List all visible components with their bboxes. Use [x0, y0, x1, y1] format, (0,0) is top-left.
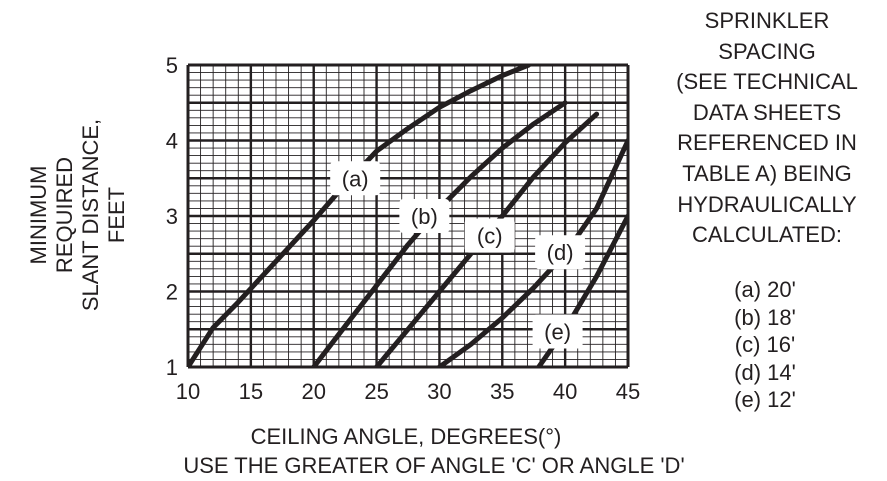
- x-axis-title: CEILING ANGLE, DEGREES(°): [251, 424, 562, 449]
- legend-title: SPRINKLER SPACING (SEE TECHNICAL DATA SH…: [652, 6, 882, 251]
- x-tick-label: 10: [176, 379, 200, 404]
- x-tick-label: 30: [427, 379, 451, 404]
- y-axis-title: MINIMUM REQUIRED SLANT DISTANCE, FEET: [26, 119, 129, 311]
- legend-title-line: DATA SHEETS: [692, 99, 842, 125]
- curve-labels: (a) (b) (c) (d) (e): [330, 161, 586, 349]
- legend-item-a: (a) 20': [734, 277, 796, 302]
- series-label-bg: [399, 199, 450, 233]
- series-label-bg: [532, 314, 583, 349]
- y-axis-title-line-3: SLANT DISTANCE,: [78, 119, 103, 311]
- series-label-d: (d): [547, 240, 574, 265]
- series-label-bg: [464, 218, 515, 253]
- y-tick-label: 1: [166, 355, 178, 380]
- y-axis-title-line-4: FEET: [104, 187, 129, 243]
- legend-item-d: (d) 14': [734, 359, 796, 385]
- legend-title-line: TABLE A) BEING: [682, 160, 852, 186]
- y-tick-label: 3: [166, 204, 178, 229]
- legend-title-line: REFERENCED IN: [677, 130, 857, 156]
- legend-title-line: HYDRAULICALLY: [677, 191, 857, 217]
- legend-items: (a) 20' (b) 18' (c) 16' (d) 14' (e) 12': [680, 276, 850, 414]
- y-tick-label: 4: [166, 129, 178, 154]
- legend-item-e: (e) 12': [734, 387, 796, 412]
- x-tick-labels: 10 15 20 25 30 35 40 45: [176, 379, 640, 404]
- series-label-bg: [330, 161, 381, 196]
- series-label-bg: [535, 235, 586, 270]
- legend-title-line: CALCULATED:: [692, 222, 842, 248]
- x-tick-label: 20: [301, 379, 325, 404]
- legend-item-c: (c) 16': [734, 332, 796, 357]
- legend-item-b: (b) 18': [734, 304, 796, 330]
- legend-title-line: (SEE TECHNICAL: [676, 69, 858, 95]
- x-tick-label: 40: [553, 379, 577, 404]
- x-tick-label: 45: [616, 379, 640, 404]
- series-label-c: (c): [477, 224, 503, 249]
- series-label-b: (b): [411, 204, 438, 229]
- series-label-a: (a): [342, 166, 369, 191]
- x-tick-label: 15: [239, 379, 263, 404]
- chart-subtitle: USE THE GREATER OF ANGLE 'C' OR ANGLE 'D…: [183, 453, 684, 478]
- legend-title-line: SPRINKLER: [704, 8, 830, 33]
- x-tick-label: 35: [490, 379, 514, 404]
- series-label-e: (e): [544, 320, 571, 345]
- y-tick-label: 2: [166, 280, 178, 305]
- y-tick-label: 5: [166, 53, 178, 78]
- x-tick-label: 25: [364, 379, 388, 404]
- y-tick-labels: 1 2 3 4 5: [166, 53, 178, 380]
- y-axis-title-line-2: REQUIRED: [52, 157, 77, 273]
- y-axis-title-line-1: MINIMUM: [26, 166, 51, 265]
- series-line-d: [436, 138, 628, 367]
- legend-title-line: SPACING: [718, 38, 816, 64]
